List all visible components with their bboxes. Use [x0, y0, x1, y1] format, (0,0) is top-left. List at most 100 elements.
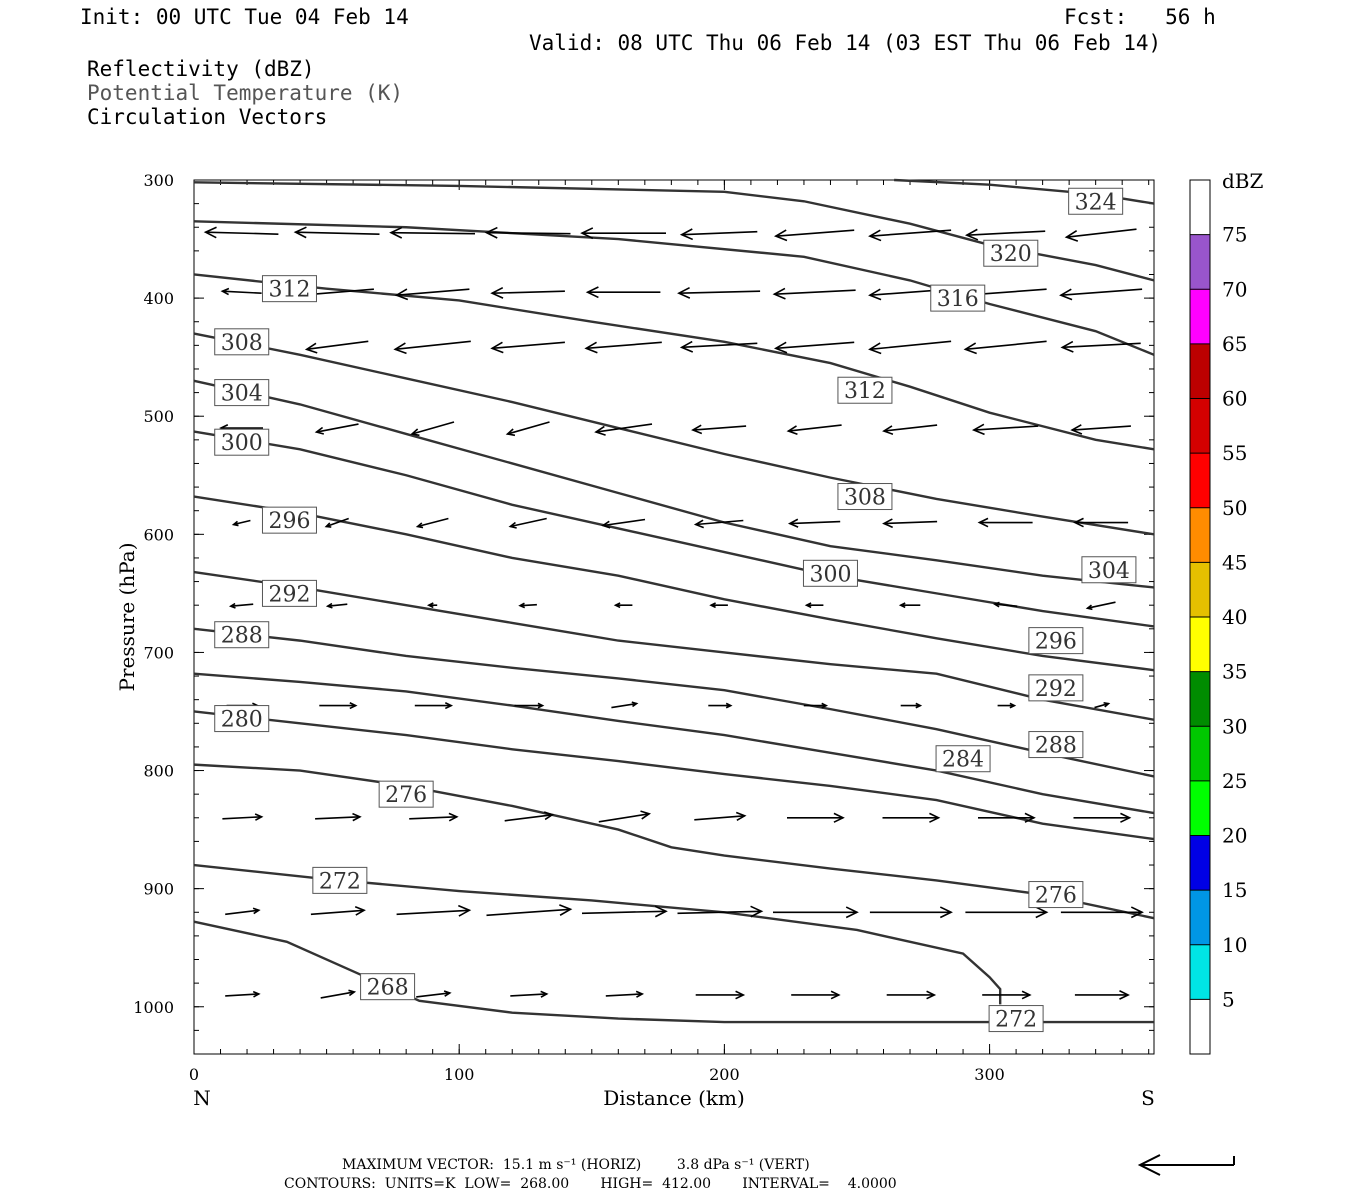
contour-label-text: 292	[268, 582, 310, 607]
vector-shaft	[869, 229, 952, 237]
vector-shaft	[681, 342, 758, 349]
vector-head	[252, 907, 261, 915]
vector-head	[324, 522, 332, 528]
vector-shaft	[395, 340, 471, 351]
vector-head	[992, 601, 1000, 608]
contour-label-box	[1028, 627, 1084, 655]
vector-head	[915, 702, 923, 709]
contour-label: 316	[930, 284, 986, 312]
vector-shaft	[411, 421, 455, 435]
y-tick-label: 700	[143, 643, 174, 662]
colorbar-level-label: 70	[1222, 277, 1247, 301]
colorbar-swatch	[1190, 944, 1210, 1000]
circulation-vector	[1073, 517, 1129, 528]
circulation-vector	[320, 989, 357, 999]
vector-head	[868, 229, 882, 242]
vector-head	[898, 602, 906, 609]
vector-head	[677, 287, 691, 299]
vector-shaft	[396, 288, 470, 296]
contour-label-text: 312	[268, 278, 310, 303]
contour-label-box	[930, 284, 986, 312]
theta-contour-272	[193, 863, 1002, 1005]
vector-shaft	[520, 603, 537, 607]
contour-label-text: 268	[367, 976, 409, 1001]
circulation-vector	[231, 519, 251, 527]
colorbar-swatch	[1190, 999, 1210, 1054]
contour-label-text: 312	[844, 379, 886, 404]
colorbar-swatch	[1190, 343, 1210, 399]
vector-head	[1070, 424, 1083, 435]
circulation-vector	[787, 518, 841, 528]
circulation-vector	[1094, 701, 1111, 709]
contour-label-text: 296	[268, 509, 310, 534]
contour-label: 272	[312, 866, 368, 894]
vector-head	[1064, 230, 1079, 242]
contour-label-box	[214, 428, 270, 456]
vector-head	[772, 287, 786, 300]
vector-head	[540, 990, 549, 998]
theta-contour-292	[193, 570, 1155, 721]
circulation-vector	[203, 226, 279, 239]
circulation-vector	[613, 602, 633, 609]
circulation-vector	[677, 905, 764, 918]
circulation-vector	[773, 341, 855, 354]
vector-head	[304, 342, 318, 354]
vector-shaft	[486, 231, 571, 235]
vector-shaft	[789, 520, 841, 525]
circulation-vector	[310, 906, 366, 916]
vector-shaft	[492, 341, 565, 350]
y-tick-label: 1000	[133, 998, 174, 1017]
vector-head	[963, 342, 977, 355]
circulation-vector	[1070, 424, 1131, 435]
colorbar-level-label: 65	[1222, 332, 1247, 356]
reference-vector	[1137, 1154, 1235, 1176]
contour-label-box	[1068, 187, 1124, 215]
circulation-vector	[396, 904, 472, 917]
vector-head	[679, 228, 694, 241]
circulation-vector	[965, 906, 1049, 919]
theta-contour-312	[193, 273, 1155, 451]
contour-label: 312	[261, 275, 317, 303]
circulation-vector	[585, 286, 661, 299]
vector-head	[971, 423, 985, 436]
y-tick-label: 900	[143, 880, 174, 899]
vector-shaft	[492, 290, 565, 295]
colorbar-swatch	[1190, 726, 1210, 781]
vector-shaft	[611, 702, 637, 709]
circulation-vector	[293, 226, 380, 239]
circulation-vector	[1073, 812, 1132, 823]
circulation-vector	[898, 602, 921, 609]
circulation-vector	[490, 341, 565, 354]
vector-head	[1024, 812, 1036, 823]
vector-head	[393, 342, 407, 355]
circulation-vector	[679, 228, 758, 241]
vector-shaft	[973, 425, 1039, 431]
vector-shaft	[677, 910, 762, 915]
circulation-vector	[868, 340, 952, 355]
theta-contour-268	[193, 920, 1154, 1024]
vector-head	[1009, 702, 1017, 709]
circulation-vector	[804, 602, 824, 609]
colorbar-swatch	[1190, 890, 1210, 945]
vector-head	[939, 906, 953, 919]
vector-shaft	[310, 909, 365, 916]
vector-shaft	[225, 909, 259, 916]
contour-label: 288	[1028, 731, 1084, 759]
circulation-vector	[791, 990, 841, 1000]
circulation-vector	[484, 226, 571, 239]
circulation-vector	[787, 812, 845, 823]
contour-label: 276	[1028, 881, 1084, 909]
contour-label-box	[1028, 731, 1084, 759]
circulation-vector	[304, 340, 369, 354]
contour-label-box	[261, 579, 317, 607]
colorbar-swatch	[1190, 289, 1210, 344]
contour-label-text: 272	[995, 1008, 1037, 1033]
theta-contour-288	[193, 627, 1155, 778]
circulation-vector	[679, 340, 758, 353]
vector-head	[613, 602, 621, 609]
x-tick-label: 200	[709, 1065, 740, 1084]
vector-head	[821, 702, 829, 709]
vector-head	[585, 286, 599, 299]
vector-head	[458, 904, 472, 917]
vector-shaft	[327, 603, 348, 607]
